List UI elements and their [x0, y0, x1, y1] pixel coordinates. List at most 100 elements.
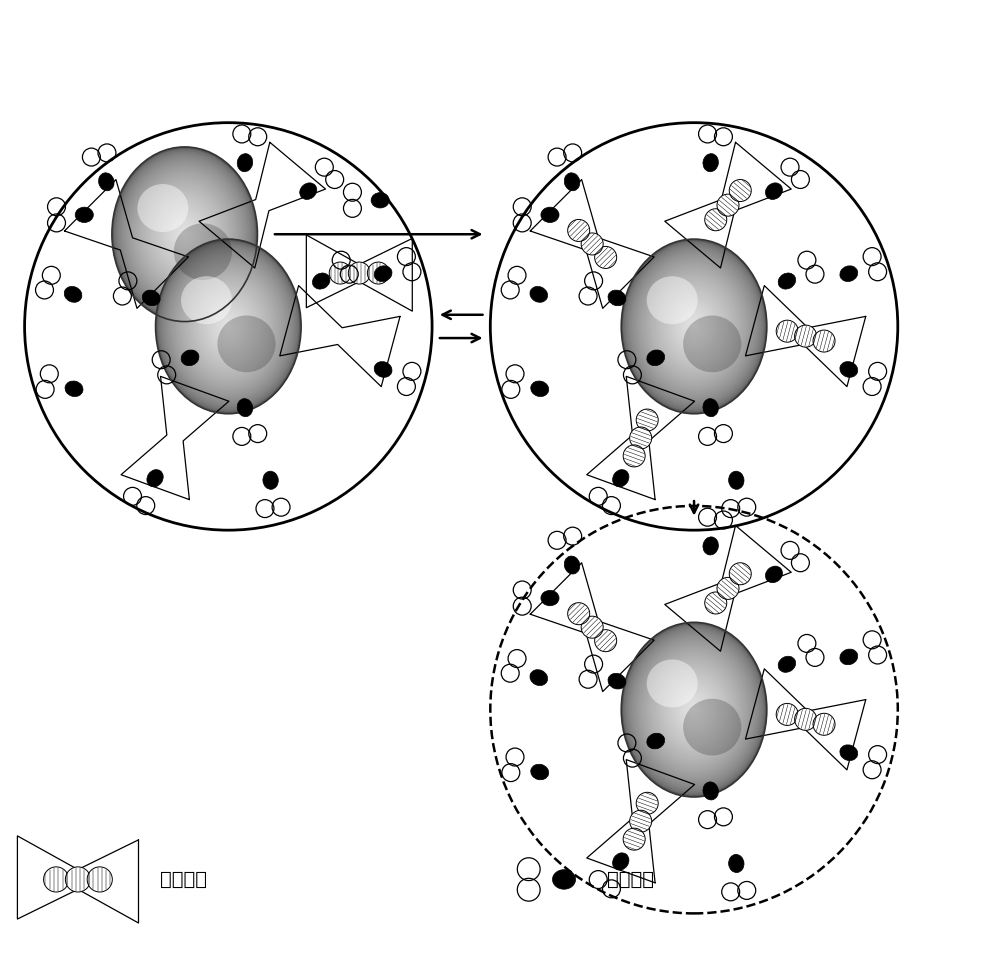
Ellipse shape: [374, 266, 392, 281]
Ellipse shape: [689, 703, 700, 716]
Ellipse shape: [608, 290, 626, 306]
Ellipse shape: [374, 362, 392, 378]
Ellipse shape: [689, 320, 700, 333]
Ellipse shape: [201, 294, 256, 359]
Ellipse shape: [168, 215, 201, 254]
Ellipse shape: [641, 263, 747, 390]
Ellipse shape: [172, 259, 285, 394]
Ellipse shape: [137, 184, 188, 232]
Circle shape: [795, 325, 817, 347]
Ellipse shape: [179, 228, 190, 240]
Ellipse shape: [114, 149, 256, 319]
Ellipse shape: [541, 591, 559, 606]
Ellipse shape: [778, 273, 796, 289]
Ellipse shape: [643, 266, 745, 387]
Ellipse shape: [170, 257, 287, 396]
Ellipse shape: [647, 734, 665, 749]
Ellipse shape: [176, 224, 194, 245]
Ellipse shape: [186, 276, 270, 377]
Ellipse shape: [141, 182, 228, 287]
Ellipse shape: [564, 556, 580, 574]
Ellipse shape: [156, 199, 214, 270]
Ellipse shape: [654, 662, 734, 758]
Ellipse shape: [192, 283, 265, 370]
Ellipse shape: [134, 173, 236, 296]
Ellipse shape: [676, 305, 712, 348]
Circle shape: [776, 320, 798, 342]
Ellipse shape: [65, 381, 83, 397]
Ellipse shape: [625, 243, 763, 410]
Circle shape: [581, 233, 603, 255]
Circle shape: [329, 262, 351, 284]
Ellipse shape: [683, 697, 705, 723]
Ellipse shape: [650, 657, 738, 762]
Ellipse shape: [672, 683, 716, 736]
Ellipse shape: [163, 248, 294, 405]
Ellipse shape: [627, 245, 761, 407]
Ellipse shape: [166, 252, 290, 401]
Ellipse shape: [683, 313, 705, 340]
Circle shape: [568, 602, 590, 625]
Ellipse shape: [679, 309, 709, 343]
Ellipse shape: [207, 301, 250, 352]
Ellipse shape: [650, 274, 738, 378]
Ellipse shape: [177, 266, 279, 387]
Ellipse shape: [263, 471, 278, 489]
Ellipse shape: [217, 313, 239, 340]
Ellipse shape: [194, 285, 263, 368]
Ellipse shape: [627, 629, 761, 790]
Ellipse shape: [674, 303, 714, 350]
Ellipse shape: [683, 315, 741, 373]
Ellipse shape: [692, 324, 696, 329]
Ellipse shape: [154, 198, 216, 271]
Ellipse shape: [703, 399, 718, 416]
Ellipse shape: [157, 201, 212, 267]
Ellipse shape: [703, 782, 718, 800]
Ellipse shape: [165, 210, 205, 258]
Ellipse shape: [136, 175, 234, 293]
Ellipse shape: [190, 280, 267, 373]
Ellipse shape: [703, 154, 718, 171]
Ellipse shape: [667, 294, 721, 359]
Ellipse shape: [159, 243, 297, 410]
Ellipse shape: [685, 699, 703, 721]
Ellipse shape: [119, 156, 250, 313]
Ellipse shape: [665, 674, 723, 744]
Ellipse shape: [636, 257, 752, 396]
Circle shape: [623, 828, 645, 850]
Ellipse shape: [210, 305, 247, 348]
Circle shape: [630, 811, 652, 832]
Ellipse shape: [123, 160, 247, 308]
Ellipse shape: [658, 283, 730, 370]
Circle shape: [813, 713, 835, 736]
Ellipse shape: [531, 764, 549, 779]
Ellipse shape: [654, 278, 734, 375]
Ellipse shape: [227, 324, 230, 329]
Ellipse shape: [729, 854, 744, 873]
Ellipse shape: [564, 173, 580, 191]
Ellipse shape: [634, 254, 754, 399]
Ellipse shape: [647, 350, 665, 366]
Ellipse shape: [148, 191, 221, 278]
Ellipse shape: [613, 470, 629, 486]
Ellipse shape: [197, 289, 259, 364]
Ellipse shape: [661, 287, 727, 366]
Ellipse shape: [656, 280, 732, 373]
Ellipse shape: [117, 154, 252, 315]
Ellipse shape: [661, 670, 727, 749]
Ellipse shape: [674, 686, 714, 734]
Ellipse shape: [672, 301, 716, 352]
Ellipse shape: [159, 203, 210, 265]
Ellipse shape: [126, 164, 243, 305]
Ellipse shape: [157, 241, 299, 412]
Ellipse shape: [667, 677, 721, 742]
Ellipse shape: [174, 224, 232, 280]
Ellipse shape: [669, 296, 720, 357]
Ellipse shape: [765, 566, 782, 583]
Ellipse shape: [161, 206, 208, 263]
Ellipse shape: [634, 637, 754, 781]
Ellipse shape: [647, 653, 741, 767]
Ellipse shape: [132, 171, 237, 298]
Ellipse shape: [659, 668, 729, 751]
Circle shape: [729, 562, 751, 585]
